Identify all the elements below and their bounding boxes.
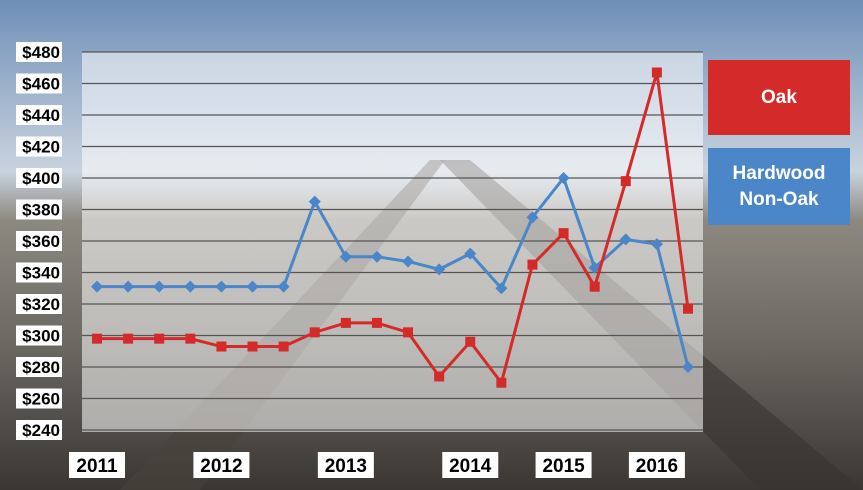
point xyxy=(247,341,258,352)
point xyxy=(651,67,662,78)
point xyxy=(588,261,601,274)
point xyxy=(370,250,383,263)
y-tick-box xyxy=(16,42,62,62)
y-tick-label: $320 xyxy=(22,295,60,314)
point xyxy=(403,327,414,338)
point xyxy=(216,341,227,352)
y-tick-label: $460 xyxy=(22,75,60,94)
y-tick-box xyxy=(16,325,62,346)
legend-oak: Oak xyxy=(708,60,850,135)
point xyxy=(464,247,477,260)
point xyxy=(91,280,103,293)
x-tick-box xyxy=(442,452,499,478)
y-tick-box xyxy=(16,294,62,314)
y-tick-box xyxy=(16,199,62,220)
point xyxy=(246,280,259,293)
x-tick-box xyxy=(69,452,125,478)
x-tick-box xyxy=(535,452,592,478)
y-tick-box xyxy=(16,136,62,157)
point xyxy=(683,303,693,314)
y-tick-box xyxy=(16,262,62,283)
x-tick-box xyxy=(317,452,374,478)
point xyxy=(557,172,570,184)
point xyxy=(619,233,632,246)
point xyxy=(215,280,228,293)
x-tick-label: 2011 xyxy=(76,456,118,477)
x-tick-label: 2015 xyxy=(542,456,585,477)
y-tick-label: $340 xyxy=(22,264,60,283)
point xyxy=(339,250,352,263)
series-line xyxy=(97,72,690,387)
point xyxy=(185,333,196,344)
x-tick-label: 2014 xyxy=(449,456,492,477)
point xyxy=(340,317,351,328)
point xyxy=(123,333,134,344)
y-tick-box xyxy=(16,420,62,440)
point xyxy=(620,176,631,187)
point xyxy=(434,371,445,382)
point xyxy=(278,341,289,352)
y-tick-label: $380 xyxy=(22,201,60,220)
point xyxy=(465,336,476,347)
point xyxy=(589,281,600,292)
point xyxy=(153,280,166,293)
point xyxy=(433,263,446,276)
y-tick-label: $280 xyxy=(22,358,60,377)
point xyxy=(527,259,538,270)
y-tick-box xyxy=(16,168,62,188)
point xyxy=(308,195,321,208)
x-tick-box xyxy=(628,452,685,478)
y-tick-label: $240 xyxy=(22,421,60,440)
y-tick-box xyxy=(16,388,62,409)
plot-area xyxy=(82,52,703,432)
point xyxy=(495,282,508,295)
point xyxy=(682,361,694,373)
y-tick-box xyxy=(16,73,62,94)
point xyxy=(371,317,382,328)
x-tick-label: 2013 xyxy=(325,456,367,477)
y-tick-box xyxy=(16,357,62,377)
y-tick-label: $420 xyxy=(22,138,60,157)
point xyxy=(277,280,290,293)
y-tick-box xyxy=(16,231,62,251)
y-tick-label: $480 xyxy=(22,43,60,62)
point xyxy=(92,333,102,344)
point xyxy=(650,238,663,251)
x-tick-box xyxy=(193,452,250,478)
point xyxy=(154,333,165,344)
y-tick-label: $440 xyxy=(22,106,60,125)
point xyxy=(526,211,539,224)
y-tick-label: $400 xyxy=(22,169,60,188)
point xyxy=(496,377,507,388)
y-tick-label: $360 xyxy=(22,232,60,251)
y-tick-box xyxy=(16,105,62,125)
point xyxy=(122,280,135,293)
y-tick-label: $260 xyxy=(22,390,60,409)
point xyxy=(402,255,415,268)
legend-hardwood: Hardwood Non-Oak xyxy=(708,148,850,225)
point xyxy=(558,228,569,239)
x-tick-label: 2016 xyxy=(636,456,678,477)
point xyxy=(309,327,320,338)
x-tick-label: 2012 xyxy=(200,456,242,477)
y-tick-label: $300 xyxy=(22,327,60,346)
point xyxy=(184,280,197,293)
